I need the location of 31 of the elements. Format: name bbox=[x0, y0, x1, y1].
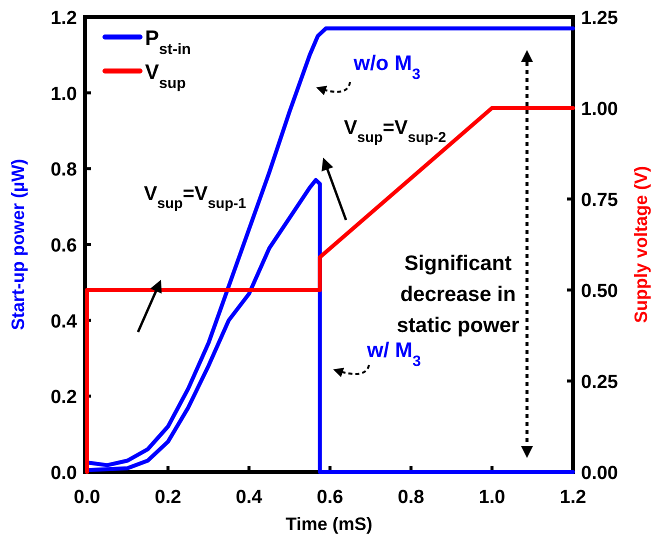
line-series bbox=[85, 106, 575, 474]
annotation: Significant decrease in static power bbox=[396, 252, 520, 337]
x-tick-label: 0.0 bbox=[74, 487, 100, 508]
y-tick-label: 0.0 bbox=[50, 463, 77, 484]
annotation: w/o M$_{3}$ bbox=[352, 52, 420, 82]
y-tick-label: 0.4 bbox=[50, 311, 78, 332]
y2-tick-label: 1.25 bbox=[581, 8, 618, 29]
y-tick-label: 0.2 bbox=[50, 387, 77, 408]
annotation: w/ M$_{3}$ bbox=[366, 339, 421, 370]
y2-tick-label: 0.00 bbox=[581, 463, 618, 484]
y2-tick-label: 0.50 bbox=[581, 281, 618, 302]
x-tick-label: 1.2 bbox=[560, 487, 586, 508]
y2-tick-label: 0.25 bbox=[581, 372, 618, 393]
x-tick-label: 0.2 bbox=[154, 487, 182, 508]
x-tick-label: 0.8 bbox=[398, 487, 424, 508]
y-tick-label: 0.6 bbox=[50, 236, 77, 256]
x-tick-label: 0.6 bbox=[316, 487, 344, 508]
y-tick-label: 0.8 bbox=[50, 160, 77, 181]
y-tick-label: 1.2 bbox=[50, 8, 77, 29]
x-axis-title: Time (mS) bbox=[286, 514, 372, 534]
x-tick-label: 0.4 bbox=[236, 487, 263, 508]
legend-label: P$_{st-in}$ bbox=[145, 27, 191, 58]
annotation: V$_{sup}$=V$_{sup-2}$ bbox=[344, 117, 446, 146]
y2-tick-label: 1.00 bbox=[581, 99, 618, 120]
y-axis-title: Start-up power (µW) bbox=[8, 158, 28, 330]
y2-axis-title: Supply voltage (V) bbox=[631, 166, 651, 324]
annotation: V$_{sup}$=V$_{sup-1}$ bbox=[144, 183, 246, 212]
legend-label: V$_{sup}$ bbox=[145, 61, 186, 92]
y2-tick-label: 0.75 bbox=[581, 190, 618, 211]
y-tick-label: 1.0 bbox=[50, 84, 77, 105]
x-tick-label: 1.0 bbox=[478, 487, 506, 508]
